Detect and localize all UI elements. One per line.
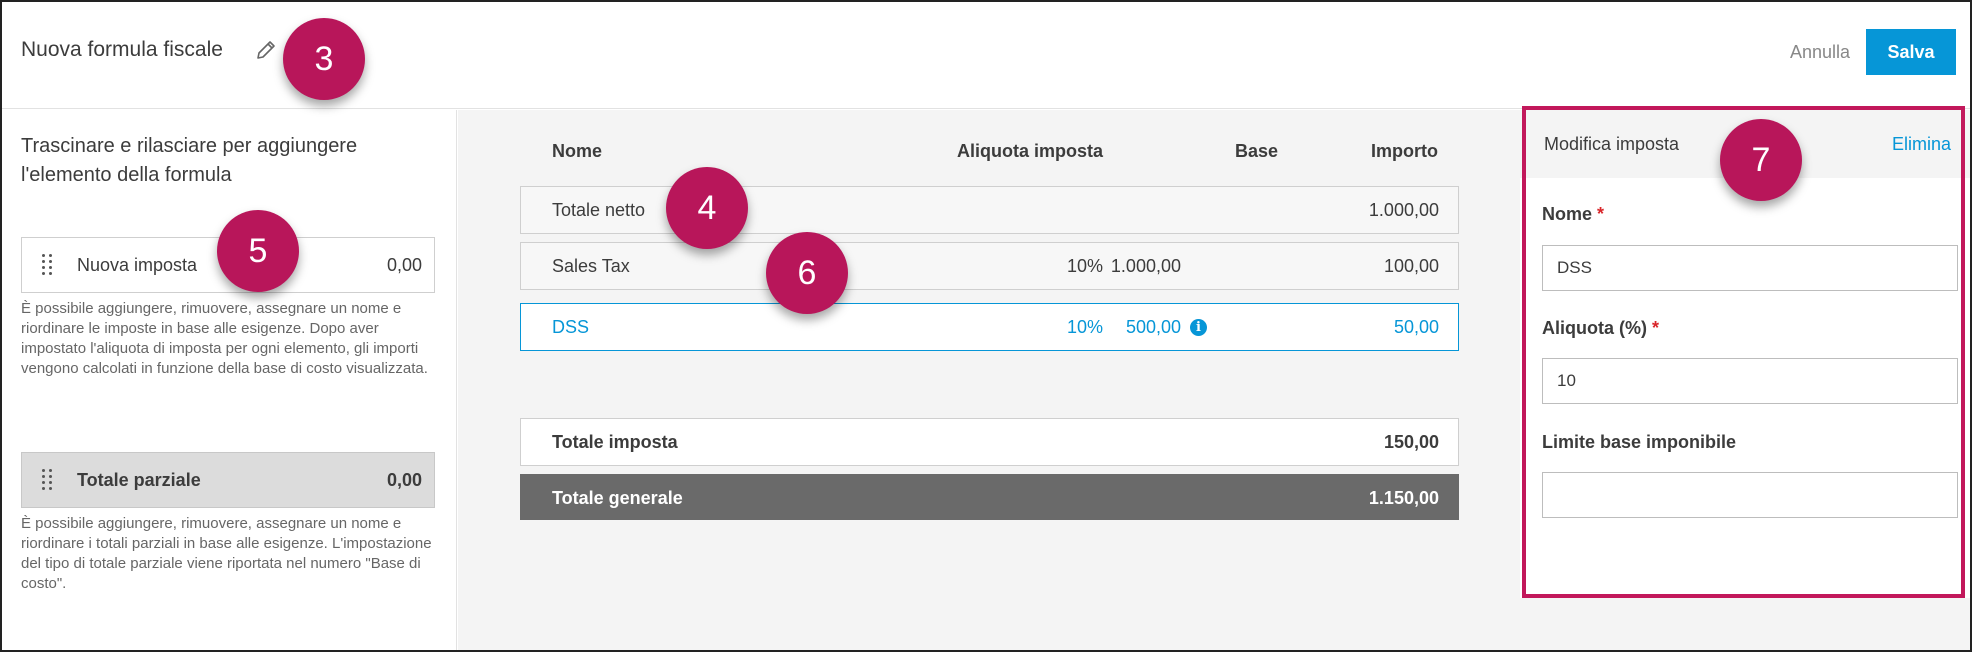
row-base: 1.000,00 [1110, 256, 1181, 276]
subtotal-help-text: È possibile aggiungere, rimuovere, asseg… [21, 515, 432, 592]
formula-table: Nome Aliquota imposta Base Importo Total… [458, 110, 1520, 650]
row-rate: 10% [1066, 317, 1103, 337]
row-rate: 10% [1066, 256, 1103, 276]
cancel-button[interactable]: Annulla [1784, 30, 1856, 74]
annotation-badge-4: 4 [666, 167, 748, 249]
edit-tax-panel: Modifica imposta Elimina Nome* Aliquota … [1520, 110, 1970, 650]
column-header-amount: Importo [1371, 141, 1438, 161]
pencil-icon[interactable] [254, 38, 278, 62]
drag-instructions-heading: Trascinare e rilasciare per aggiungere l… [21, 135, 358, 186]
rate-field-label: Aliquota (%) * [1542, 318, 1660, 338]
annotation-badge-3: 3 [283, 18, 365, 100]
grand-total-value: 1.150,00 [1368, 488, 1439, 508]
subtotal-value: 0,00 [386, 470, 422, 490]
required-mark: * [1652, 318, 1660, 338]
taxable-limit-input[interactable] [1542, 472, 1958, 518]
row-amount: 50,00 [1393, 317, 1439, 337]
annotation-badge-7: 7 [1720, 119, 1802, 201]
name-input[interactable] [1542, 245, 1958, 291]
subtotal-draggable[interactable]: Totale parziale 0,00 [21, 452, 435, 508]
limit-field-label: Limite base imponibile [1542, 432, 1737, 452]
table-row-grand-total: Totale generale 1.150,00 [520, 474, 1459, 520]
column-header-name: Nome [552, 141, 603, 161]
drag-handle-icon[interactable] [42, 469, 54, 491]
total-tax-value: 150,00 [1383, 432, 1439, 452]
delete-link[interactable]: Elimina [1892, 134, 1952, 154]
tax-help-text: È possibile aggiungere, rimuovere, asseg… [21, 300, 428, 377]
edit-tax-form: Nome* Aliquota (%)* Limite base imponibi… [1520, 178, 1970, 598]
column-header-base: Base [1234, 141, 1278, 161]
table-row-sales-tax[interactable]: Sales Tax 10% 1.000,00 100,00 [520, 242, 1459, 290]
rate-input[interactable] [1542, 358, 1958, 404]
row-amount: 100,00 [1383, 256, 1439, 276]
row-amount: 1.000,00 [1368, 200, 1439, 220]
required-mark: * [1597, 204, 1605, 224]
table-row-dss[interactable]: DSS 10% 500,00 i 50,00 [520, 303, 1459, 351]
new-tax-value: 0,00 [386, 255, 422, 275]
drag-handle-icon[interactable] [42, 254, 54, 276]
subtotal-label: Totale parziale [77, 470, 201, 490]
page-title: Nuova formula fiscale [21, 38, 223, 61]
row-name: Sales Tax [552, 256, 630, 276]
grand-total-label: Totale generale [552, 488, 683, 508]
panel-title: Modifica imposta [1544, 134, 1680, 154]
table-row-total-tax: Totale imposta 150,00 [520, 418, 1459, 466]
annotation-badge-5: 5 [217, 210, 299, 292]
row-name: DSS [552, 317, 590, 337]
column-header-rate: Aliquota imposta [956, 141, 1103, 161]
total-tax-label: Totale imposta [552, 432, 678, 452]
formula-elements-panel: Trascinare e rilasciare per aggiungere l… [2, 110, 457, 650]
save-button[interactable]: Salva [1866, 29, 1956, 75]
row-name: Totale netto [552, 200, 646, 220]
annotation-badge-6: 6 [766, 232, 848, 314]
info-icon[interactable]: i [1190, 319, 1207, 336]
table-row-net-total[interactable]: Totale netto 1.000,00 [520, 186, 1459, 234]
new-tax-label: Nuova imposta [77, 255, 198, 275]
row-base: 500,00 [1125, 317, 1181, 337]
name-field-label: Nome * [1542, 204, 1605, 224]
